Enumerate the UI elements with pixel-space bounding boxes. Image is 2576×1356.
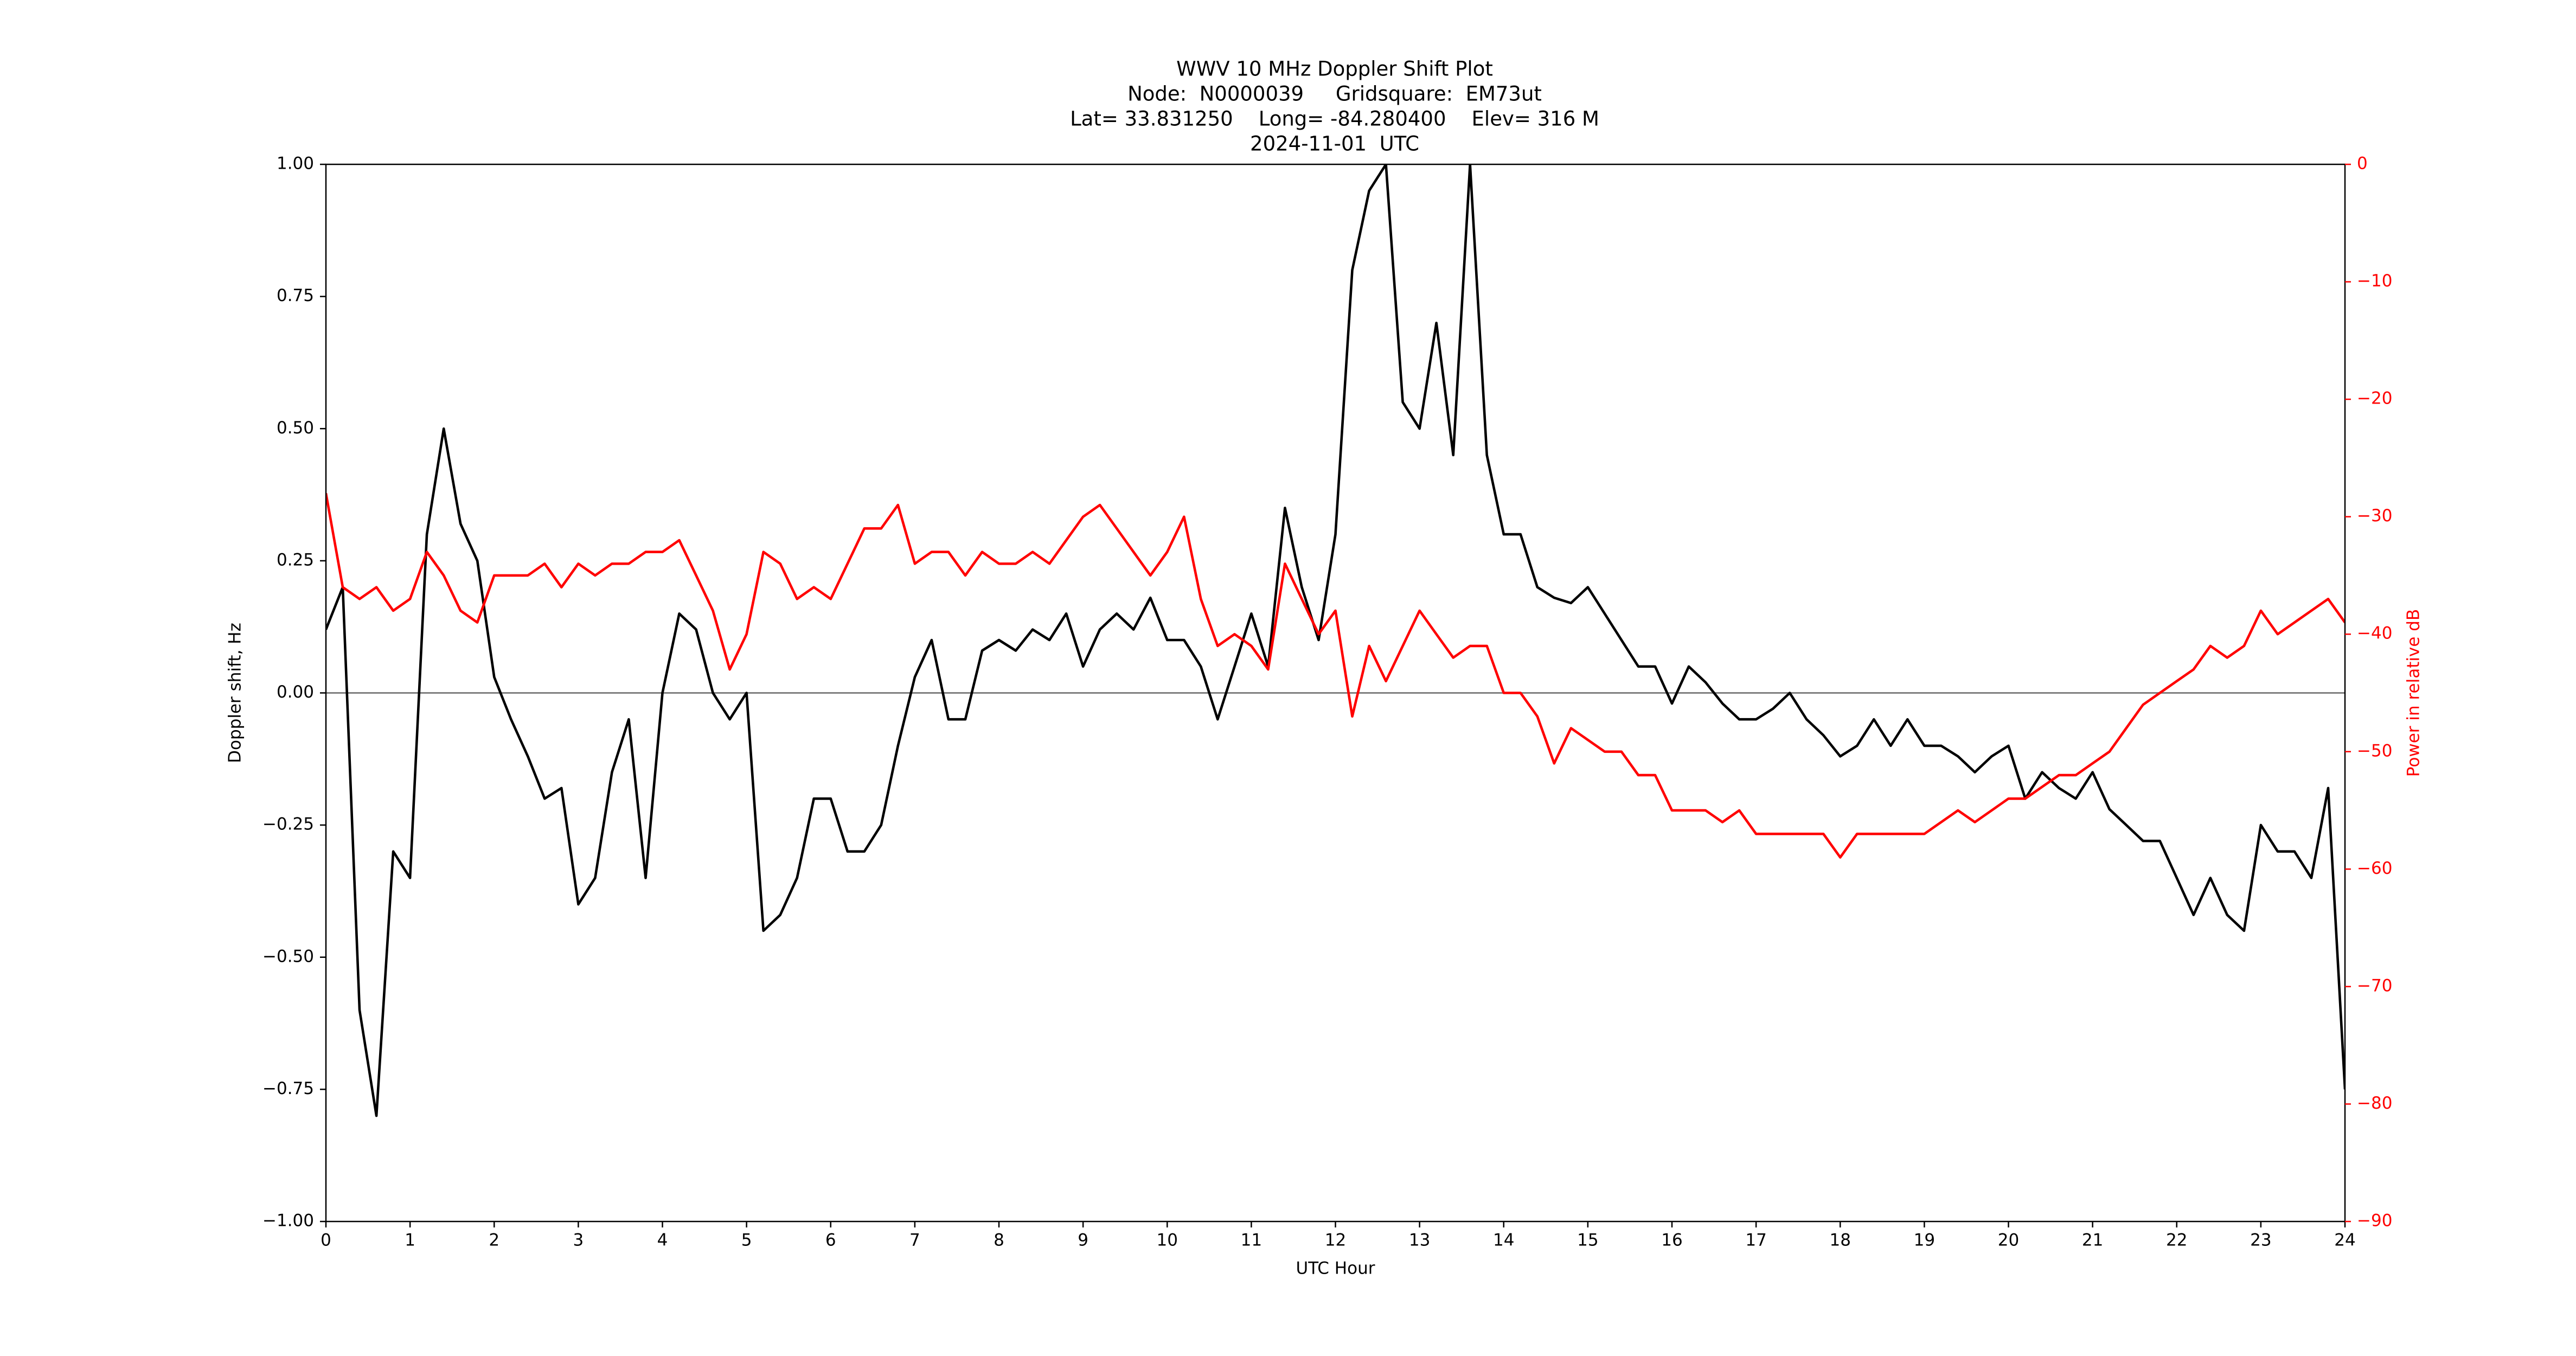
x-tick-label: 14 [1493,1231,1514,1250]
x-tick-label: 22 [2166,1231,2187,1250]
x-tick-label: 4 [657,1231,668,1250]
series-line [326,164,2345,1117]
chart-title: Node: N0000039 Gridsquare: EM73ut [1127,82,1542,106]
y-tick-label: −0.25 [262,815,314,834]
x-tick-label: 11 [1241,1231,1262,1250]
x-tick-label: 21 [2082,1231,2103,1250]
chart-title: Lat= 33.831250 Long= -84.280400 Elev= 31… [1070,107,1599,131]
x-tick-label: 20 [1998,1231,2019,1250]
y-tick-label: 0.00 [277,682,314,702]
x-tick-label: 12 [1325,1231,1346,1250]
y2-tick-label: −10 [2357,271,2392,291]
x-tick-label: 10 [1157,1231,1178,1250]
y-tick-label: 0.75 [277,286,314,305]
x-axis-label: UTC Hour [1296,1259,1375,1278]
y2-tick-label: −30 [2357,506,2392,526]
x-tick-label: 18 [1830,1231,1851,1250]
x-tick-label: 13 [1409,1231,1430,1250]
x-tick-label: 5 [741,1231,752,1250]
x-tick-label: 19 [1914,1231,1935,1250]
x-tick-label: 7 [909,1231,920,1250]
chart-title: 2024-11-01 UTC [1250,132,1419,156]
chart-title: WWV 10 MHz Doppler Shift Plot [1176,57,1493,81]
x-tick-label: 2 [489,1231,499,1250]
x-tick-label: 16 [1661,1231,1682,1250]
y2-axis-label: Power in relative dB [2404,609,2424,777]
x-tick-label: 9 [1078,1231,1088,1250]
plot-area [326,164,2345,1117]
x-tick-label: 0 [321,1231,331,1250]
y-axis-label: Doppler shift, Hz [226,623,245,763]
x-tick-label: 24 [2334,1231,2355,1250]
y2-tick-label: −60 [2357,859,2392,878]
x-tick-label: 1 [405,1231,415,1250]
x-tick-label: 6 [825,1231,836,1250]
y2-tick-label: −40 [2357,624,2392,643]
series-line [326,492,2345,859]
x-tick-label: 8 [994,1231,1004,1250]
y-tick-label: −0.75 [262,1079,314,1098]
y-tick-label: 1.00 [277,154,314,174]
y-tick-label: 0.25 [277,550,314,570]
y-tick-label: 0.50 [277,418,314,438]
y-tick-label: −1.00 [262,1211,314,1231]
x-tick-label: 23 [2250,1231,2271,1250]
y2-tick-label: −50 [2357,741,2392,760]
y2-tick-label: −80 [2357,1093,2392,1113]
x-tick-label: 15 [1577,1231,1598,1250]
x-tick-label: 17 [1745,1231,1766,1250]
y2-tick-label: −20 [2357,389,2392,408]
y2-tick-label: 0 [2357,154,2368,174]
y2-tick-label: −70 [2357,976,2392,995]
y2-tick-label: −90 [2357,1211,2392,1231]
y-tick-label: −0.50 [262,946,314,966]
x-tick-label: 3 [573,1231,584,1250]
